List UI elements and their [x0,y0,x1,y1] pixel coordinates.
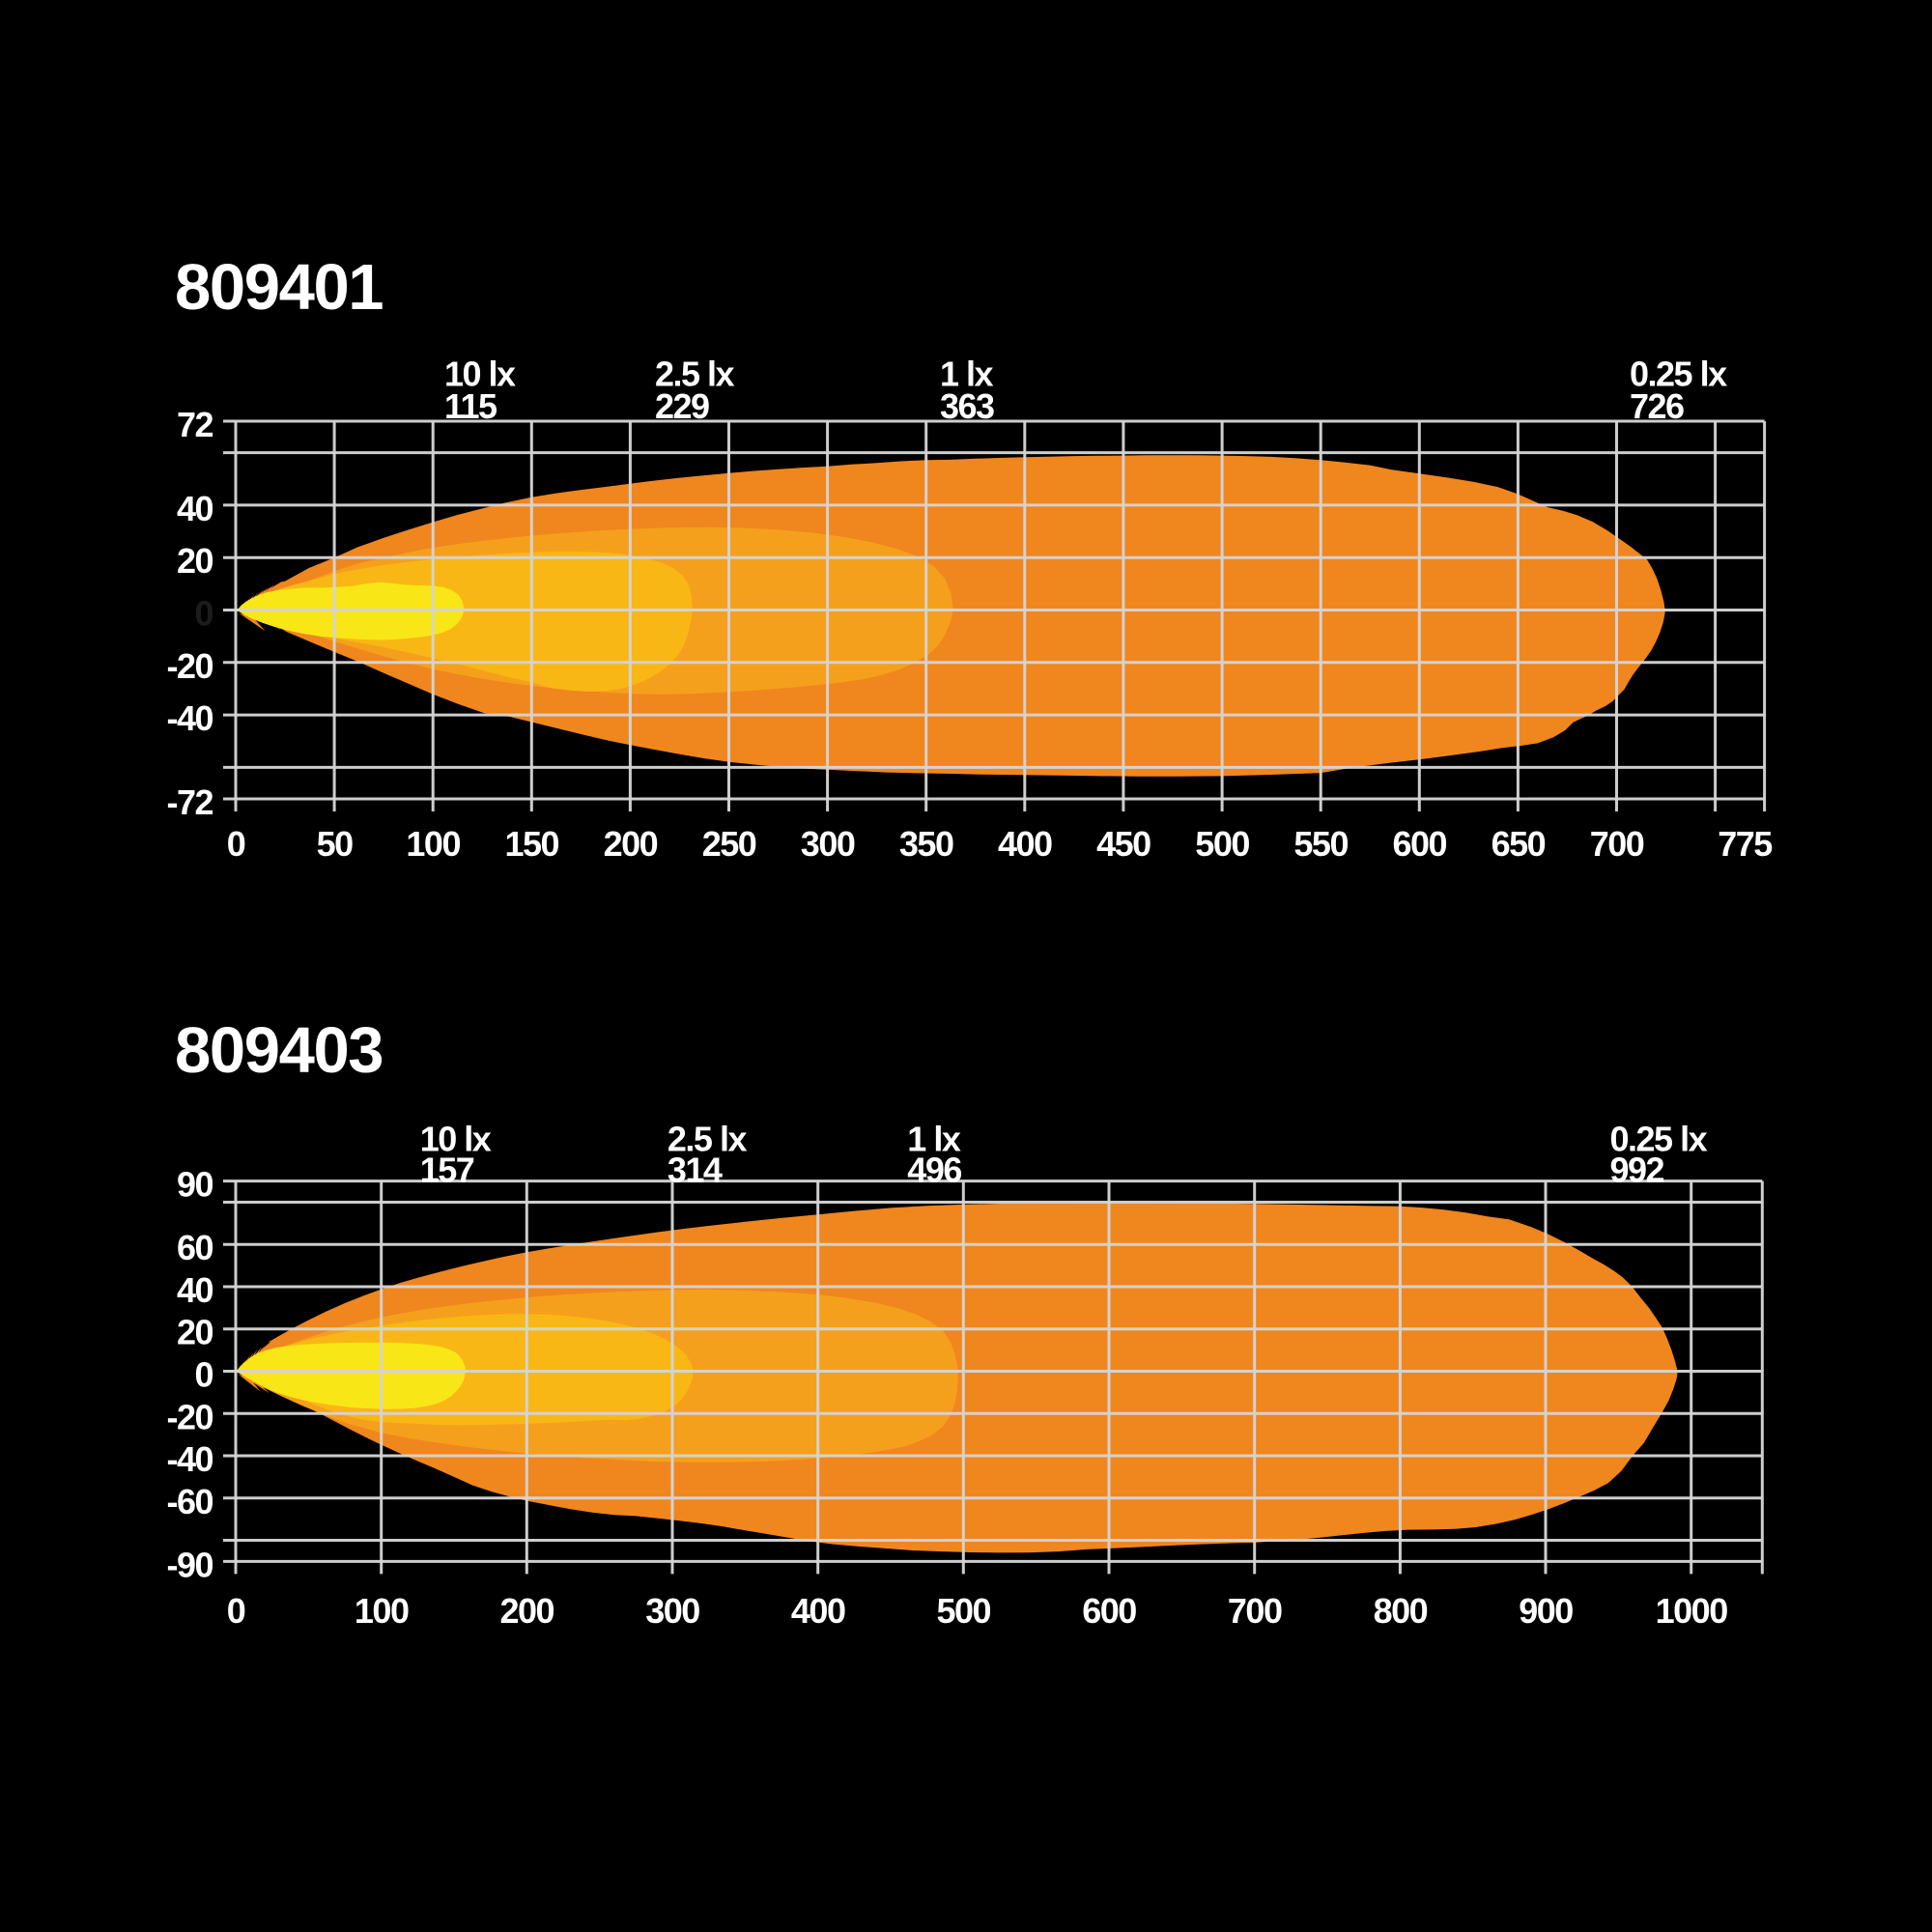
svg-text:2.5 lx: 2.5 lx [655,355,735,394]
svg-text:-60: -60 [166,1482,213,1521]
svg-text:200: 200 [604,824,658,864]
svg-text:500: 500 [1195,824,1249,864]
svg-text:115: 115 [444,386,497,426]
svg-text:300: 300 [645,1591,699,1631]
svg-text:500: 500 [937,1591,991,1631]
svg-text:-20: -20 [166,646,213,686]
svg-text:726: 726 [1630,386,1684,426]
svg-text:1000: 1000 [1656,1591,1728,1631]
svg-text:400: 400 [998,824,1052,864]
svg-text:20: 20 [177,1313,213,1352]
svg-text:0.25 lx: 0.25 lx [1630,355,1727,394]
svg-text:-40: -40 [166,698,213,738]
svg-text:1 lx: 1 lx [907,1120,961,1159]
svg-text:40: 40 [177,489,213,528]
svg-text:-20: -20 [166,1397,213,1436]
svg-text:157: 157 [420,1150,474,1189]
svg-text:0: 0 [194,594,213,634]
svg-text:800: 800 [1374,1591,1428,1631]
svg-text:300: 300 [801,824,855,864]
svg-text:450: 450 [1096,824,1151,864]
svg-text:363: 363 [940,386,994,426]
svg-text:400: 400 [791,1591,845,1631]
svg-text:60: 60 [177,1228,213,1267]
svg-text:600: 600 [1393,824,1447,864]
svg-text:700: 700 [1590,824,1644,864]
svg-text:0.25 lx: 0.25 lx [1610,1120,1708,1159]
svg-text:100: 100 [355,1591,409,1631]
svg-text:250: 250 [702,824,756,864]
svg-text:10 lx: 10 lx [420,1120,492,1159]
svg-text:150: 150 [505,824,559,864]
svg-text:229: 229 [655,386,709,426]
svg-text:0: 0 [227,1591,245,1631]
svg-text:200: 200 [500,1591,554,1631]
svg-text:550: 550 [1293,824,1348,864]
svg-text:-90: -90 [166,1545,213,1584]
svg-text:700: 700 [1228,1591,1282,1631]
svg-text:50: 50 [317,824,354,864]
svg-text:0: 0 [227,824,245,864]
svg-text:-40: -40 [166,1439,213,1479]
svg-text:900: 900 [1519,1591,1573,1631]
svg-text:100: 100 [406,824,460,864]
svg-text:496: 496 [907,1150,961,1189]
svg-text:775: 775 [1718,824,1773,864]
svg-text:1 lx: 1 lx [940,355,994,394]
svg-text:650: 650 [1492,824,1546,864]
svg-text:809401: 809401 [175,251,383,324]
svg-text:2.5 lx: 2.5 lx [668,1120,748,1159]
svg-text:314: 314 [668,1150,723,1189]
svg-text:809403: 809403 [175,1014,383,1087]
svg-text:40: 40 [177,1270,213,1310]
svg-text:90: 90 [177,1165,213,1205]
svg-text:20: 20 [177,541,213,581]
svg-text:-72: -72 [166,782,213,822]
svg-text:72: 72 [177,405,213,444]
svg-text:350: 350 [899,824,953,864]
svg-text:10 lx: 10 lx [444,355,516,394]
svg-text:0: 0 [194,1355,213,1395]
svg-text:992: 992 [1610,1150,1664,1189]
svg-text:600: 600 [1082,1591,1136,1631]
